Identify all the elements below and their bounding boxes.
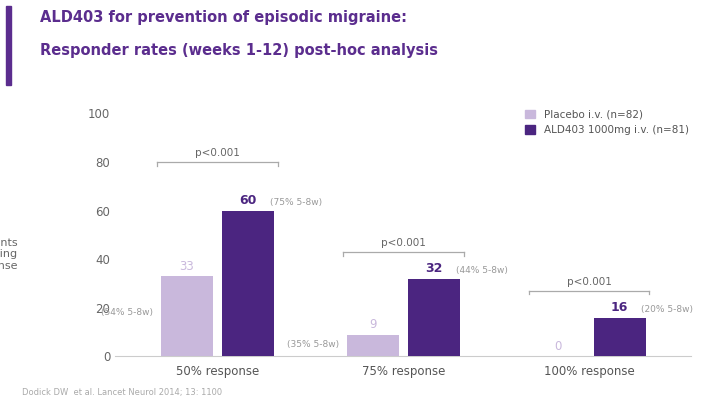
Legend: Placebo i.v. (n=82), ALD403 1000mg i.v. (n=81): Placebo i.v. (n=82), ALD403 1000mg i.v. … <box>522 107 692 138</box>
Bar <box>346 335 399 356</box>
Text: 33: 33 <box>179 260 194 273</box>
Text: (75% 5-8w): (75% 5-8w) <box>270 198 322 207</box>
Text: p<0.001: p<0.001 <box>567 277 611 287</box>
Text: Dodick DW  et al. Lancet Neurol 2014; 13: 1100: Dodick DW et al. Lancet Neurol 2014; 13:… <box>22 388 222 397</box>
Text: Responder rates (weeks 1-12) post-hoc analysis: Responder rates (weeks 1-12) post-hoc an… <box>40 43 438 58</box>
Text: (35% 5-8w): (35% 5-8w) <box>287 340 339 349</box>
Bar <box>222 211 274 356</box>
Text: 60: 60 <box>239 194 257 207</box>
Text: ALD403 for prevention of episodic migraine:: ALD403 for prevention of episodic migrai… <box>40 10 407 25</box>
Bar <box>408 279 460 356</box>
Text: (54% 5-8w): (54% 5-8w) <box>102 308 153 317</box>
Bar <box>161 276 212 356</box>
Y-axis label: % patients
achieving
response: % patients achieving response <box>0 238 17 271</box>
Text: 16: 16 <box>611 301 629 314</box>
Text: p<0.001: p<0.001 <box>195 148 240 158</box>
Text: (20% 5-8w): (20% 5-8w) <box>642 305 693 314</box>
Text: 32: 32 <box>426 262 443 275</box>
Text: (44% 5-8w): (44% 5-8w) <box>456 266 508 275</box>
Bar <box>594 318 646 356</box>
Text: p<0.001: p<0.001 <box>381 238 426 248</box>
Text: 0: 0 <box>554 340 562 353</box>
Text: 9: 9 <box>369 318 377 331</box>
